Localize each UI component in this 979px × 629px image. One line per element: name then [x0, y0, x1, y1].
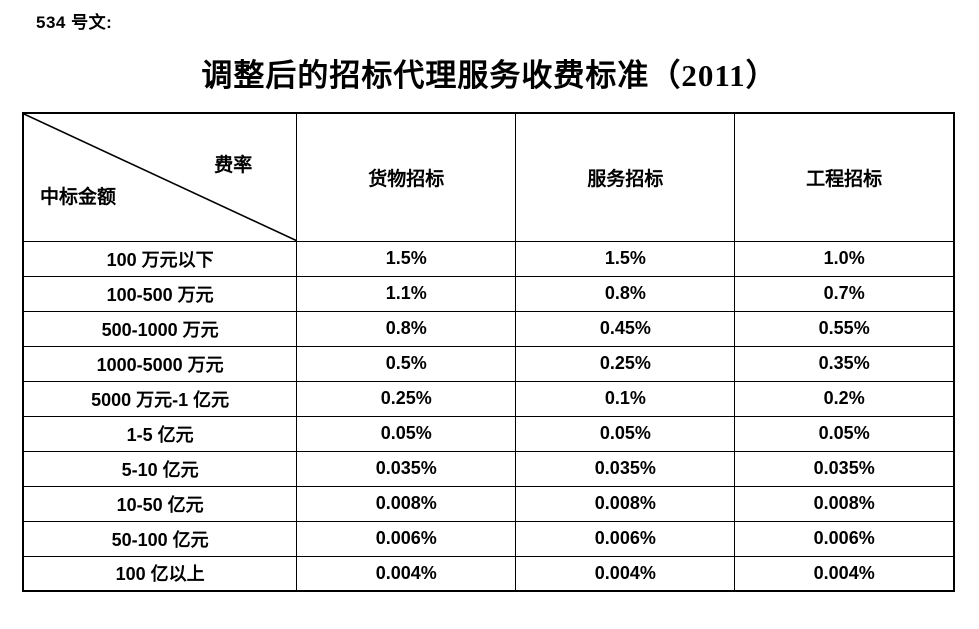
row-label: 100 亿以上 — [22, 555, 298, 592]
rate-cell: 0.8% — [515, 275, 736, 312]
table-row: 100 万元以下 1.5% 1.5% 1.0% — [22, 240, 955, 277]
page-title: 调整后的招标代理服务收费标准（2011） — [201, 58, 778, 93]
rate-cell: 0.008% — [296, 485, 517, 522]
rate-cell: 0.004% — [734, 555, 955, 592]
rate-cell: 0.035% — [296, 450, 517, 487]
rate-cell: 0.5% — [296, 345, 517, 382]
rate-cell: 0.05% — [296, 415, 517, 452]
row-label: 5000 万元-1 亿元 — [22, 380, 298, 417]
table-row: 10-50 亿元 0.008% 0.008% 0.008% — [22, 485, 955, 522]
table-row: 5-10 亿元 0.035% 0.035% 0.035% — [22, 450, 955, 487]
rate-cell: 0.1% — [515, 380, 736, 417]
rate-cell: 0.45% — [515, 310, 736, 347]
rate-cell: 0.004% — [515, 555, 736, 592]
rate-cell: 0.008% — [515, 485, 736, 522]
rate-cell: 0.35% — [734, 345, 955, 382]
fee-rate-table: 费率 中标金额 货物招标 服务招标 工程招标 100 万元以下 1.5% 1.5% 1.0… — [22, 112, 955, 592]
row-label: 10-50 亿元 — [22, 485, 298, 522]
corner-cell: 费率 中标金额 — [22, 112, 298, 242]
table-row: 100-500 万元 1.1% 0.8% 0.7% — [22, 275, 955, 312]
row-label: 1000-5000 万元 — [22, 345, 298, 382]
row-label: 100-500 万元 — [22, 275, 298, 312]
table-row: 50-100 亿元 0.006% 0.006% 0.006% — [22, 520, 955, 557]
rate-cell: 0.035% — [515, 450, 736, 487]
corner-label-amount: 中标金额 — [40, 186, 117, 208]
row-label: 500-1000 万元 — [22, 310, 298, 347]
corner-label-rate: 费率 — [214, 155, 253, 176]
rate-cell: 0.008% — [734, 485, 955, 522]
rate-cell: 1.5% — [515, 240, 736, 277]
rate-cell: 0.25% — [296, 380, 517, 417]
table-row: 500-1000 万元 0.8% 0.45% 0.55% — [22, 310, 955, 347]
doc-number-label: 534 号文: — [36, 13, 113, 32]
rate-cell: 0.006% — [296, 520, 517, 557]
table-row: 5000 万元-1 亿元 0.25% 0.1% 0.2% — [22, 380, 955, 417]
rate-cell: 0.25% — [515, 345, 736, 382]
row-label: 100 万元以下 — [22, 240, 298, 277]
rate-cell: 0.7% — [734, 275, 955, 312]
column-header: 服务招标 — [515, 112, 736, 242]
rate-cell: 1.1% — [296, 275, 517, 312]
row-label: 1-5 亿元 — [22, 415, 298, 452]
rate-cell: 0.004% — [296, 555, 517, 592]
table-row: 1000-5000 万元 0.5% 0.25% 0.35% — [22, 345, 955, 382]
rate-cell: 0.8% — [296, 310, 517, 347]
row-label: 5-10 亿元 — [22, 450, 298, 487]
rate-cell: 1.0% — [734, 240, 955, 277]
table-row: 1-5 亿元 0.05% 0.05% 0.05% — [22, 415, 955, 452]
rate-cell: 0.55% — [734, 310, 955, 347]
table-row: 100 亿以上 0.004% 0.004% 0.004% — [22, 555, 955, 592]
column-header: 工程招标 — [734, 112, 955, 242]
rate-cell: 0.006% — [734, 520, 955, 557]
rate-cell: 0.035% — [734, 450, 955, 487]
diagonal-line — [24, 114, 296, 241]
header-row: 费率 中标金额 货物招标 服务招标 工程招标 — [22, 112, 955, 242]
rate-cell: 0.2% — [734, 380, 955, 417]
row-label: 50-100 亿元 — [22, 520, 298, 557]
rate-cell: 0.05% — [515, 415, 736, 452]
rate-cell: 1.5% — [296, 240, 517, 277]
rate-cell: 0.006% — [515, 520, 736, 557]
table-body: 100 万元以下 1.5% 1.5% 1.0% 100-500 万元 1.1% 0.8% 0.… — [22, 240, 955, 592]
column-header: 货物招标 — [296, 112, 517, 242]
rate-cell: 0.05% — [734, 415, 955, 452]
